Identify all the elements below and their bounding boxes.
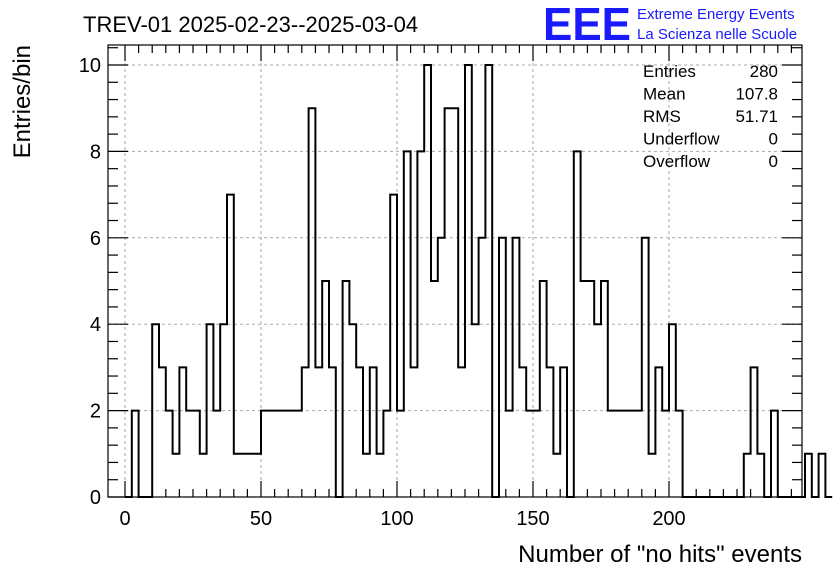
stats-value: 280 xyxy=(750,62,778,81)
x-tick-label: 150 xyxy=(516,508,549,530)
histogram-outline xyxy=(125,64,833,498)
tick-labels: 0 50 100 150 200 0 2 4 6 8 10 xyxy=(79,55,686,530)
y-tick-label: 8 xyxy=(90,141,101,163)
axis-ticks xyxy=(108,45,802,498)
x-tick-label: 0 xyxy=(119,508,130,530)
stats-box: Entries 280 Mean 107.8 RMS 51.71 Underflow 0 Ove… xyxy=(643,62,778,171)
y-tick-label: 2 xyxy=(90,401,101,423)
logo-line1: Extreme Energy Events xyxy=(637,6,795,23)
stats-value: 0 xyxy=(769,130,778,149)
logo-mark: EEE xyxy=(543,0,631,50)
eee-logo: EEE Extreme Energy Events La Scienza nel… xyxy=(543,0,797,50)
stats-label: Mean xyxy=(643,85,686,104)
x-tick-label: 100 xyxy=(380,508,413,530)
stats-value: 107.8 xyxy=(735,85,778,104)
logo-line2: La Scienza nelle Scuole xyxy=(637,26,797,43)
chart-title: TREV-01 2025-02-23--2025-03-04 xyxy=(83,12,418,37)
stats-label: RMS xyxy=(643,107,681,126)
y-tick-label: 6 xyxy=(90,228,101,250)
x-tick-label: 50 xyxy=(250,508,272,530)
stats-value: 0 xyxy=(769,152,778,171)
y-tick-label: 10 xyxy=(79,55,101,77)
stats-label: Overflow xyxy=(643,152,711,171)
y-tick-label: 0 xyxy=(90,487,101,509)
stats-label: Entries xyxy=(643,62,696,81)
y-tick-label: 4 xyxy=(90,314,101,336)
stats-label: Underflow xyxy=(643,130,720,149)
x-axis-label: Number of "no hits" events xyxy=(518,541,802,568)
grid-lines xyxy=(108,45,802,497)
plot-frame xyxy=(107,44,803,498)
y-axis-label: Entries/bin xyxy=(9,45,36,158)
stats-value: 51.71 xyxy=(735,107,778,126)
x-tick-label: 200 xyxy=(652,508,685,530)
